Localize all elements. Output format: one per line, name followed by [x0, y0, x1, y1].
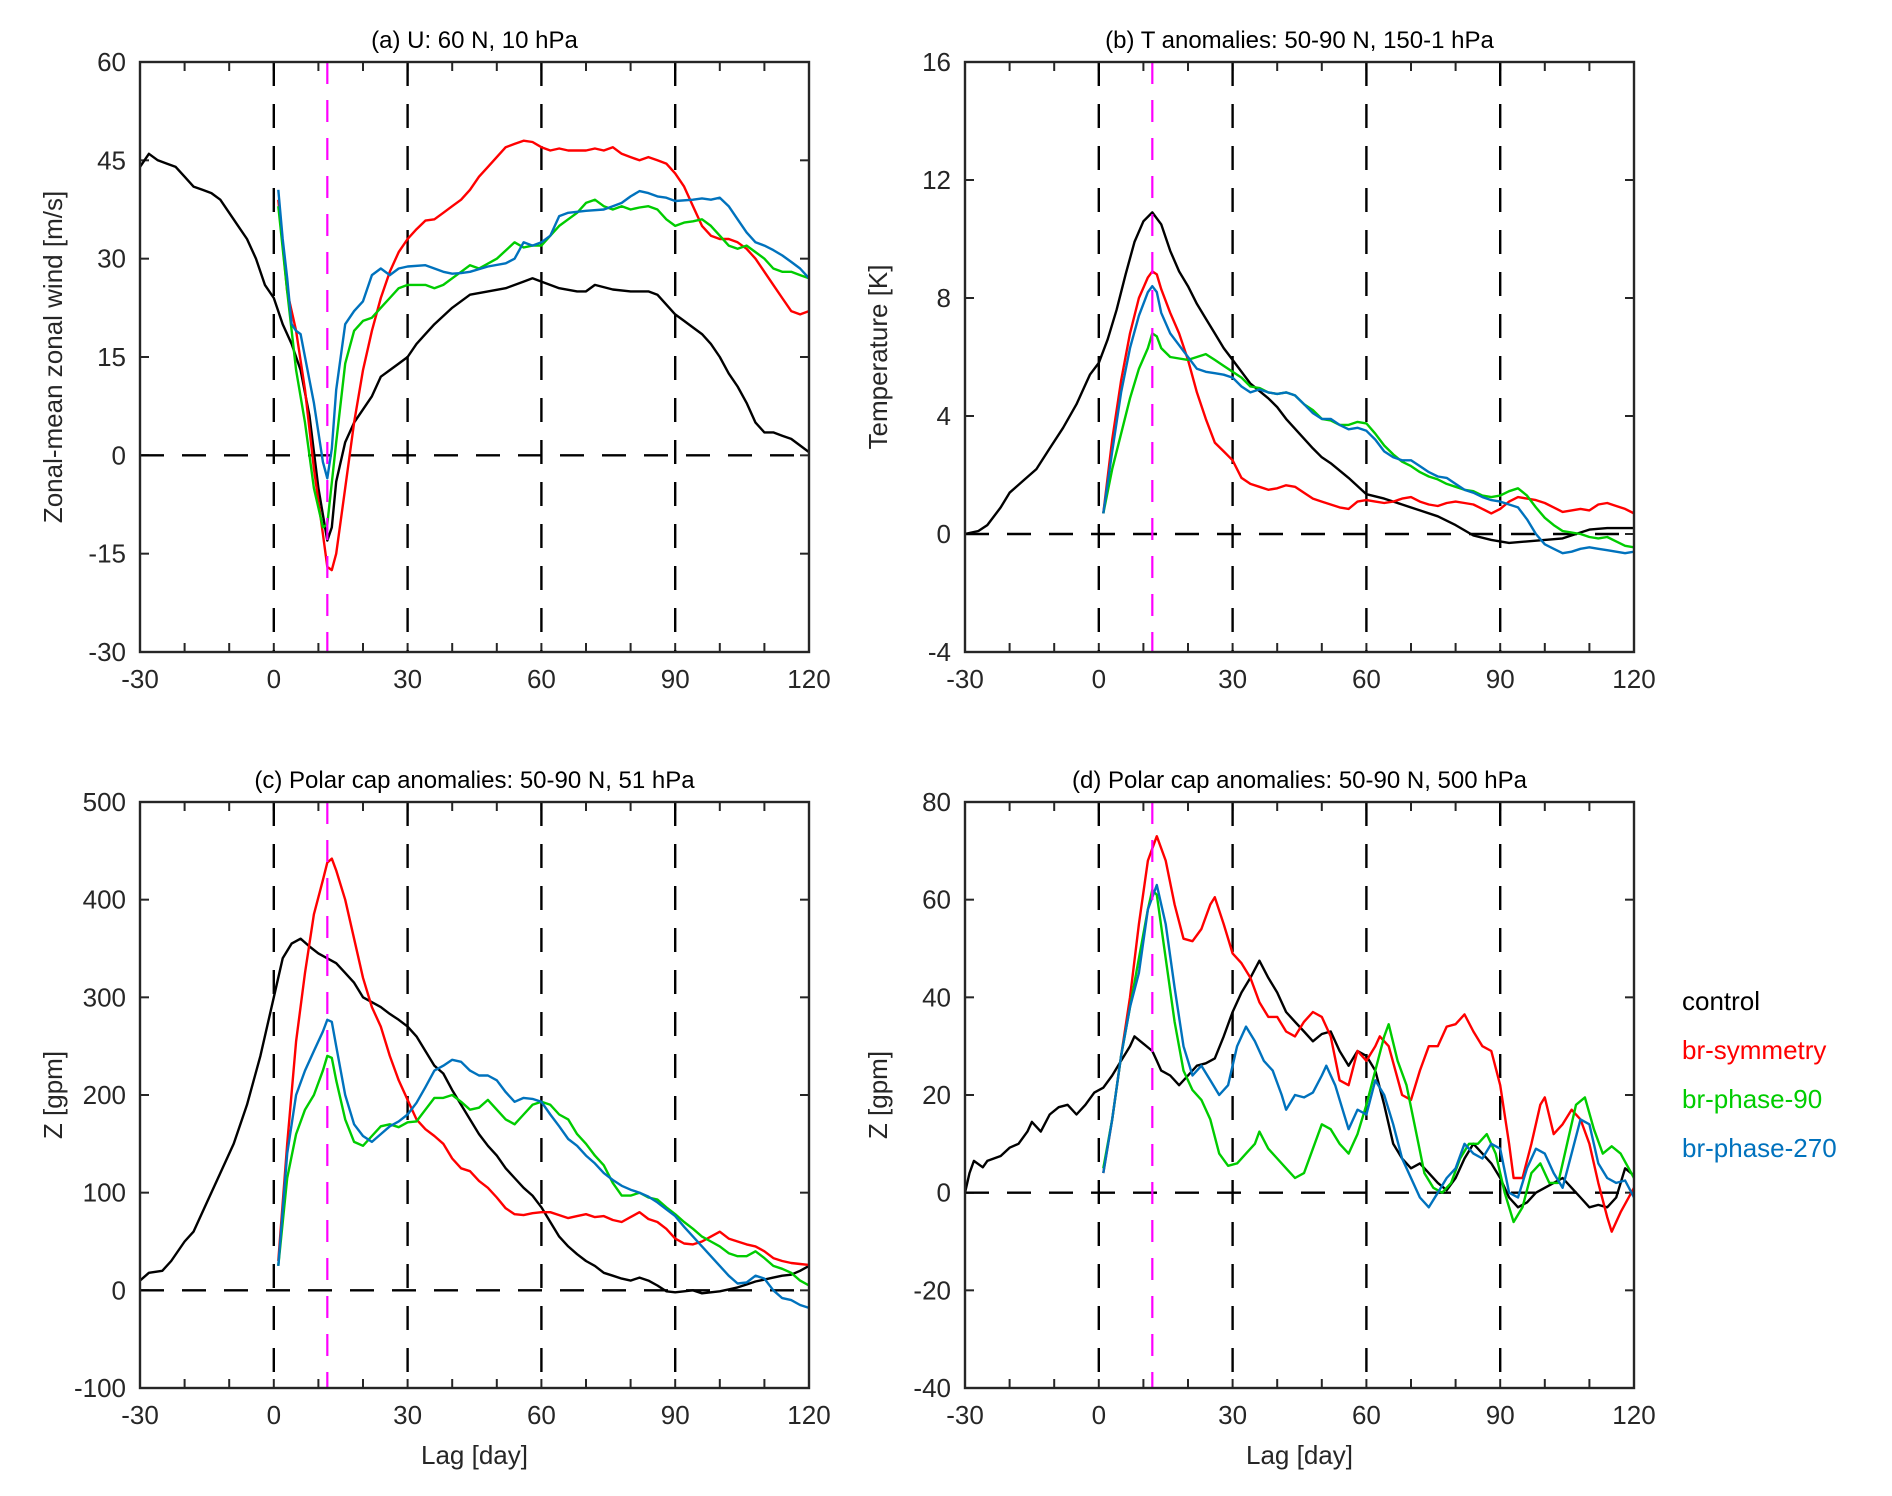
- y-tick-label: -4: [928, 637, 951, 667]
- x-tick-label: 30: [1218, 1400, 1247, 1430]
- y-tick-label: 8: [937, 283, 951, 313]
- y-tick-label: 80: [922, 787, 951, 817]
- x-tick-label: 30: [393, 664, 422, 694]
- y-tick-label: -100: [74, 1373, 126, 1403]
- y-axis-label: Z [gpm]: [38, 1051, 68, 1139]
- y-tick-label: 4: [937, 401, 951, 431]
- legend-entry-br-phase-270: br-phase-270: [1682, 1133, 1837, 1163]
- legend-entry-br-phase-90: br-phase-90: [1682, 1084, 1822, 1114]
- y-tick-label: 300: [83, 982, 126, 1012]
- series-br-phase-270: [1102, 883, 1634, 1209]
- panel-title: (d) Polar cap anomalies: 50-90 N, 500 hP…: [1072, 767, 1528, 794]
- y-tick-label: 30: [97, 244, 126, 274]
- series-br-phase-90: [1102, 888, 1634, 1224]
- y-axis-label: Zonal-mean zonal wind [m/s]: [38, 191, 68, 523]
- series-control: [965, 211, 1634, 545]
- x-tick-label: -30: [946, 1400, 984, 1430]
- y-tick-label: -40: [913, 1373, 951, 1403]
- x-tick-label: 120: [787, 1400, 830, 1430]
- x-tick-label: 0: [267, 664, 281, 694]
- series-group: [965, 835, 1634, 1233]
- y-tick-label: 20: [922, 1080, 951, 1110]
- series-br-phase-270: [1102, 285, 1634, 555]
- series-br-phase-90: [277, 1054, 809, 1287]
- series-group: [140, 139, 809, 572]
- y-tick-label: 500: [83, 787, 126, 817]
- x-tick-label: 60: [1352, 664, 1381, 694]
- y-tick-label: 400: [83, 885, 126, 915]
- x-axis-label: Lag [day]: [421, 1440, 528, 1470]
- panel-title: (a) U: 60 N, 10 hPa: [371, 27, 578, 54]
- legend-entry-control: control: [1682, 986, 1760, 1016]
- x-tick-label: -30: [946, 664, 984, 694]
- x-tick-label: 90: [661, 664, 690, 694]
- series-control: [965, 959, 1634, 1209]
- series-br-phase-270: [277, 189, 809, 480]
- y-tick-label: 200: [83, 1080, 126, 1110]
- axes-frame: [138, 800, 811, 1390]
- y-tick-label: -15: [88, 539, 126, 569]
- y-tick-label: 0: [937, 1178, 951, 1208]
- series-control: [140, 937, 809, 1295]
- y-tick-label: -30: [88, 637, 126, 667]
- x-tick-label: 0: [267, 1400, 281, 1430]
- x-tick-label: 90: [1486, 664, 1515, 694]
- panel-a: -30 0 30 60 90 120 -30 -15 0 15 30 45 60 (a) U: 60 N,…: [38, 27, 831, 694]
- panel-title: (b) T anomalies: 50-90 N, 150-1 hPa: [1105, 27, 1494, 54]
- y-tick-label: 40: [922, 982, 951, 1012]
- legend: control br-symmetry br-phase-90 br-phase…: [1682, 986, 1837, 1163]
- y-tick-label: 60: [922, 885, 951, 915]
- x-tick-label: 30: [1218, 664, 1247, 694]
- x-axis-label: Lag [day]: [1246, 1440, 1353, 1470]
- panel-title: (c) Polar cap anomalies: 50-90 N, 51 hPa: [254, 767, 695, 794]
- y-tick-label: 12: [922, 165, 951, 195]
- y-axis-label: Z [gpm]: [863, 1051, 893, 1139]
- series-br-symmetry: [277, 139, 809, 572]
- x-tick-label: 90: [661, 1400, 690, 1430]
- legend-entry-br-symmetry: br-symmetry: [1682, 1035, 1826, 1065]
- series-group: [140, 857, 809, 1310]
- y-tick-label: -20: [913, 1275, 951, 1305]
- y-tick-label: 0: [112, 1275, 126, 1305]
- panel-c: -30 0 30 60 90 120 -100 0 100 200 300 400 500 (c) Pol…: [38, 767, 831, 1470]
- x-tick-label: 120: [1612, 664, 1655, 694]
- x-tick-label: 60: [527, 1400, 556, 1430]
- series-br-symmetry: [277, 857, 809, 1267]
- axes-frame: [963, 800, 1636, 1390]
- y-tick-label: 0: [112, 440, 126, 470]
- y-axis-label: Temperature [K]: [863, 265, 893, 450]
- x-tick-label: 120: [787, 664, 830, 694]
- panel-b: -30 0 30 60 90 120 -4 0 4 8 12 16 (b) T anomalies: 5…: [863, 27, 1656, 694]
- axes-frame: [138, 60, 811, 654]
- x-tick-label: -30: [121, 664, 159, 694]
- series-br-phase-90: [1102, 332, 1634, 549]
- panel-d: -30 0 30 60 90 120 -40 -20 0 20 40 60 80 (d) Polar ca…: [863, 767, 1656, 1470]
- series-br-phase-270: [277, 1018, 809, 1310]
- x-tick-label: -30: [121, 1400, 159, 1430]
- x-tick-label: 120: [1612, 1400, 1655, 1430]
- y-tick-label: 60: [97, 47, 126, 77]
- y-tick-label: 16: [922, 47, 951, 77]
- series-group: [965, 211, 1634, 555]
- y-tick-label: 100: [83, 1178, 126, 1208]
- y-tick-label: 45: [97, 145, 126, 175]
- x-tick-label: 0: [1092, 664, 1106, 694]
- x-tick-label: 60: [527, 664, 556, 694]
- y-tick-label: 0: [937, 519, 951, 549]
- x-tick-label: 30: [393, 1400, 422, 1430]
- x-tick-label: 0: [1092, 1400, 1106, 1430]
- series-control: [140, 152, 809, 542]
- x-tick-label: 60: [1352, 1400, 1381, 1430]
- axes-frame: [963, 60, 1636, 654]
- series-br-symmetry: [1102, 270, 1634, 515]
- y-tick-label: 15: [97, 342, 126, 372]
- series-br-phase-90: [277, 198, 809, 529]
- series-br-symmetry: [1102, 835, 1634, 1233]
- x-tick-label: 90: [1486, 1400, 1515, 1430]
